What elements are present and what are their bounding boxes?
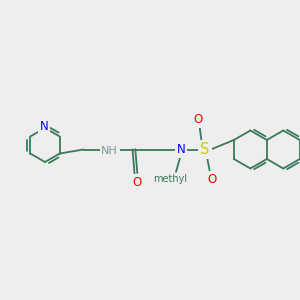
Text: NH: NH xyxy=(101,146,118,155)
Text: N: N xyxy=(40,121,48,134)
Text: O: O xyxy=(207,173,216,186)
Text: O: O xyxy=(193,113,203,126)
Text: methyl: methyl xyxy=(153,174,187,184)
Text: S: S xyxy=(200,142,209,157)
Text: N: N xyxy=(177,143,185,156)
Text: O: O xyxy=(132,176,141,189)
